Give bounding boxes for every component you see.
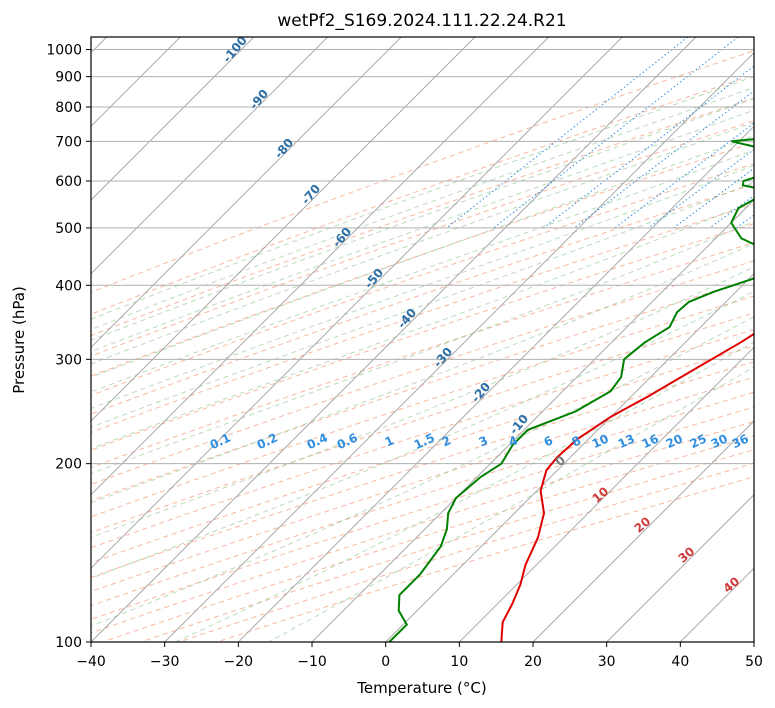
x-tick-label: 0 (381, 654, 390, 670)
x-tick-label: −40 (76, 654, 106, 670)
isotherm (532, 420, 754, 642)
y-tick-label: 300 (55, 352, 82, 368)
dry-adiabat (91, 97, 754, 337)
isotherm (385, 272, 754, 642)
dry-adiabat (91, 74, 754, 315)
mixing-ratio-label: 30 (709, 432, 730, 452)
dry-adiabat (91, 376, 754, 593)
dry-adiabat (91, 183, 754, 415)
moist-adiabat (91, 181, 754, 428)
x-axis-title: Temperature (°C) (356, 679, 486, 697)
isotherm (91, 37, 697, 642)
isotherm (237, 125, 754, 642)
moist-adiabat (91, 76, 754, 320)
y-tick-label: 1000 (46, 43, 82, 59)
isotherm (91, 37, 476, 422)
x-tick-label: 50 (745, 654, 763, 670)
y-tick-label: 500 (55, 221, 82, 237)
background-lines (91, 37, 754, 642)
x-tick-label: 40 (671, 654, 689, 670)
isotherm (311, 199, 754, 642)
mixing-ratio-label: 25 (688, 432, 709, 452)
y-tick-label: 900 (55, 70, 82, 86)
dewpoint-line (388, 138, 754, 642)
dry-adiabat (91, 163, 754, 396)
mixing-ratio-line (446, 37, 689, 229)
isotherm (458, 346, 754, 642)
chart-title: wetPf2_S169.2024.111.22.24.R21 (277, 11, 566, 31)
isotherm (753, 641, 754, 642)
y-tick-label: 200 (55, 457, 82, 473)
isotherm (91, 37, 255, 201)
dry-adiabat (91, 142, 754, 377)
x-tick-label: 20 (524, 654, 542, 670)
x-tick-label: 10 (450, 654, 468, 670)
moist-adiabat (91, 316, 754, 627)
moist-adiabat (91, 266, 754, 538)
isotherm (91, 37, 402, 349)
x-tick-label: 30 (598, 654, 616, 670)
dry-adiabat (91, 345, 754, 564)
y-tick-label: 700 (55, 134, 82, 150)
axes: −40 −30 −20 −10 0 10 20 30 40 50 1000 900 800 700 600 5… (46, 43, 763, 670)
dry-adiabat (91, 241, 754, 469)
dry-adiabat (91, 295, 754, 518)
isotherm (606, 493, 754, 642)
dry-adiabat (91, 203, 754, 433)
mixing-ratio-line (543, 65, 754, 229)
dry-adiabat (91, 391, 754, 607)
y-tick-label: 800 (55, 100, 82, 116)
profile-series (388, 138, 754, 642)
mixing-ratio-label: 13 (616, 432, 637, 452)
plot-frame (90, 36, 755, 643)
moist-adiabat (91, 290, 754, 579)
mixing-ratio-line (614, 122, 754, 229)
mixing-ratio-label: 20 (664, 432, 685, 452)
x-tick-label: −30 (150, 654, 180, 670)
isotherm (91, 37, 623, 570)
moist-adiabat (91, 86, 754, 331)
mixing-ratio-label: 10 (590, 432, 611, 452)
x-tick-label: −10 (297, 654, 327, 670)
temperature-line (500, 332, 754, 642)
mixing-ratio-label: 16 (640, 432, 661, 452)
moist-adiabat (268, 366, 754, 642)
y-tick-label: 600 (55, 174, 82, 190)
dry-adiabat (91, 50, 754, 293)
y-tick-label: 400 (55, 278, 82, 294)
x-tick-label: −20 (224, 654, 254, 670)
isotherm (164, 51, 754, 642)
y-axis-title: Pressure (hPa) (10, 286, 28, 394)
isotherm (91, 37, 550, 496)
y-tick-label: 100 (55, 635, 82, 651)
mixing-ratio-label: 36 (730, 432, 751, 452)
isotherm (91, 37, 329, 275)
moist-adiabat (91, 109, 754, 353)
dry-adiabat (91, 329, 754, 549)
